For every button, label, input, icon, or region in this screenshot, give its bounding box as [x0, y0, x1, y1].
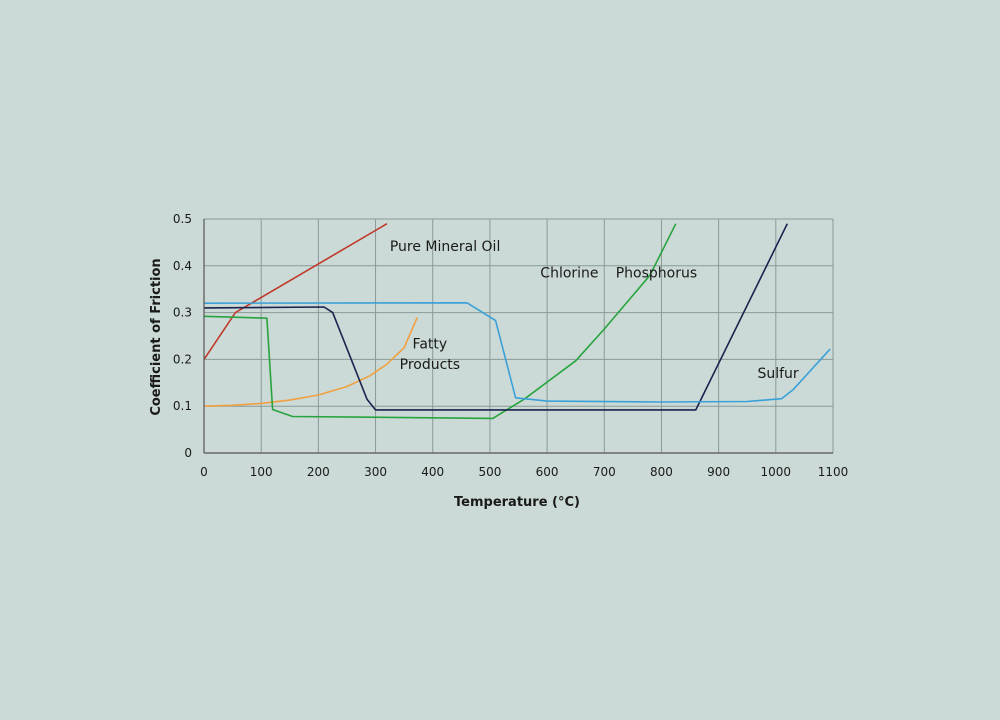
series-line-pure-mineral-oil: [203, 223, 388, 360]
x-tick-label: 400: [421, 465, 444, 479]
x-tick-label: 1000: [761, 465, 792, 479]
series-line-fatty-products: [203, 316, 419, 407]
x-tick-label: 500: [478, 465, 501, 479]
x-tick-label: 600: [536, 465, 559, 479]
x-tick-label: 900: [707, 465, 730, 479]
y-tick-label: 0.4: [173, 259, 192, 273]
y-tick-label: 0.3: [173, 306, 192, 320]
series-label: Sulfur: [757, 366, 798, 382]
x-tick-label: 100: [250, 465, 273, 479]
y-tick-label: 0: [184, 446, 192, 460]
x-tick-label: 0: [200, 465, 208, 479]
x-tick-label: 300: [364, 465, 387, 479]
x-tick-label: 1100: [818, 465, 849, 479]
x-tick-label: 700: [593, 465, 616, 479]
y-axis-title: Coefficient of Friction: [149, 258, 164, 415]
series-lines: [203, 223, 831, 420]
series-labels: Pure Mineral Oil Fatty Products Chlorine Pho…: [390, 239, 799, 382]
axes: 0 100 200 300 400 500 600 700 800 900 1000 1100 0 0.1…: [173, 212, 848, 479]
grid: [204, 218, 834, 453]
y-tick-label: 0.2: [173, 352, 192, 366]
series-line-chlorine: [203, 223, 677, 420]
series-label: Phosphorus: [616, 266, 697, 282]
x-tick-label: 800: [650, 465, 673, 479]
series-line-sulfur: [203, 301, 831, 403]
series-line-phosphorus: [203, 223, 789, 411]
series-label: Chlorine: [540, 266, 598, 282]
y-tick-label: 0.5: [173, 212, 192, 226]
x-tick-label: 200: [307, 465, 330, 479]
series-label: Products: [400, 357, 460, 373]
series-label: Pure Mineral Oil: [390, 239, 501, 255]
x-axis-title: Temperature (°C): [454, 495, 580, 510]
series-label: Fatty: [413, 337, 448, 353]
y-tick-label: 0.1: [173, 399, 192, 413]
